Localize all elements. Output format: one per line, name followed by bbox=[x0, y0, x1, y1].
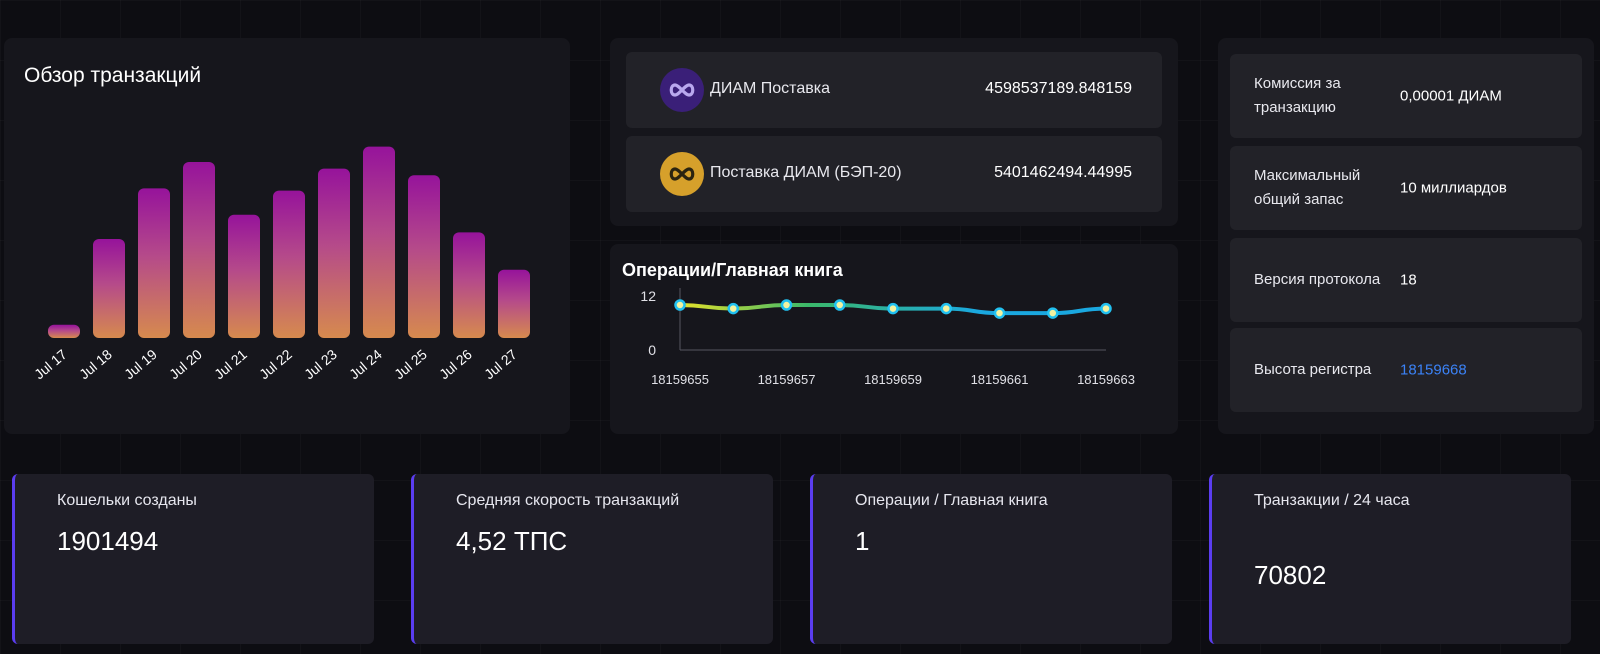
max-supply-label: Максимальный общий запас bbox=[1254, 167, 1361, 208]
bar-jul-24[interactable] bbox=[363, 146, 395, 338]
avg-tx-speed-label: Средняя скорость транзакций bbox=[456, 492, 680, 509]
stat-card-tx-24h: Транзакции / 24 часа 70802 bbox=[1209, 474, 1571, 644]
y-tick-label: 12 bbox=[640, 288, 656, 304]
bar-tick-label: Jul 19 bbox=[121, 346, 160, 382]
wallets-created-label: Кошельки созданы bbox=[57, 492, 197, 509]
tx-24h-label: Транзакции / 24 часа bbox=[1254, 492, 1410, 509]
transactions-overview-panel: Обзор транзакций Jul 17 Jul 18 Jul 19 Jul 2… bbox=[4, 38, 570, 434]
bar-jul-25[interactable] bbox=[408, 175, 440, 338]
bar-tick-label: Jul 22 bbox=[256, 346, 295, 382]
ops-per-ledger-label: Операции / Главная книга bbox=[855, 492, 1048, 509]
bar-jul-21[interactable] bbox=[228, 214, 260, 338]
max-supply-value: 10 миллиардов bbox=[1400, 179, 1507, 197]
bar-tick-label: Jul 25 bbox=[391, 346, 430, 382]
fee-label: Комиссия за транзакцию bbox=[1254, 75, 1341, 116]
wallets-created-value: 1901494 bbox=[57, 526, 159, 556]
ops-per-ledger-value: 1 bbox=[855, 526, 870, 556]
stat-card-tps: Средняя скорость транзакций 4,52 ТПС bbox=[411, 474, 773, 644]
bar-jul-18[interactable] bbox=[93, 239, 125, 338]
diam-bep20-supply-value: 5401462494.44995 bbox=[994, 164, 1132, 181]
diam-coin-icon bbox=[660, 68, 704, 112]
x-tick-label: 18159661 bbox=[971, 372, 1029, 387]
x-tick-label: 18159655 bbox=[651, 372, 709, 387]
x-tick-label: 18159657 bbox=[758, 372, 816, 387]
tx-24h-value: 70802 bbox=[1254, 560, 1327, 590]
bar-jul-17[interactable] bbox=[48, 324, 80, 338]
diam-bep20-supply-row: Поставка ДИАМ (БЭП-20) 5401462494.44995 bbox=[626, 136, 1162, 212]
ops-data-point[interactable] bbox=[834, 299, 846, 311]
ledger-height-label: Высота регистра bbox=[1254, 361, 1372, 378]
bar-jul-23[interactable] bbox=[318, 168, 350, 338]
bar-tick-label: Jul 18 bbox=[76, 346, 115, 382]
avg-tx-speed-value: 4,52 ТПС bbox=[456, 526, 568, 556]
diam-supply-row: ДИАМ Поставка 4598537189.848159 bbox=[626, 52, 1162, 128]
bar-jul-27[interactable] bbox=[498, 269, 530, 338]
stat-card-ops-ledger: Операции / Главная книга 1 bbox=[810, 474, 1172, 644]
network-info-panel: Комиссия за транзакцию 0,00001 ДИАМ Макс… bbox=[1218, 38, 1594, 434]
bar-tick-label: Jul 27 bbox=[481, 346, 520, 382]
supply-panel: ДИАМ Поставка 4598537189.848159 Поставка… bbox=[610, 38, 1178, 226]
operations-ledger-title: Операции/Главная книга bbox=[622, 260, 843, 280]
bar-jul-22[interactable] bbox=[273, 190, 305, 338]
bar-tick-label: Jul 21 bbox=[211, 346, 250, 382]
transactions-overview-title: Обзор транзакций bbox=[24, 64, 202, 87]
info-row-ledger-height: Высота регистра 18159668 bbox=[1230, 328, 1582, 412]
bar-tick-label: Jul 23 bbox=[301, 346, 340, 382]
ops-data-point[interactable] bbox=[887, 302, 899, 315]
ledger-height-link[interactable]: 18159668 bbox=[1400, 361, 1467, 379]
y-tick-label: 0 bbox=[648, 342, 656, 358]
bar-tick-label: Jul 26 bbox=[436, 346, 475, 382]
diam-supply-label: ДИАМ Поставка bbox=[710, 80, 830, 97]
diam-supply-value: 4598537189.848159 bbox=[985, 80, 1132, 97]
info-row-max-supply: Максимальный общий запас 10 миллиардов bbox=[1230, 146, 1582, 230]
infinity-icon bbox=[669, 83, 695, 97]
ops-data-point[interactable] bbox=[940, 302, 952, 315]
transactions-bar-chart: Jul 17 Jul 18 Jul 19 Jul 20 Jul 21 Jul 22 Jul … bbox=[31, 146, 530, 382]
bar-tick-label: Jul 24 bbox=[346, 346, 385, 382]
info-row-fee: Комиссия за транзакцию 0,00001 ДИАМ bbox=[1230, 54, 1582, 138]
bar-jul-20[interactable] bbox=[183, 162, 215, 338]
protocol-version-value: 18 bbox=[1400, 271, 1417, 289]
ops-data-point[interactable] bbox=[674, 299, 686, 311]
x-tick-label: 18159663 bbox=[1077, 372, 1135, 387]
operations-line-chart: 0 12 18159655 18159657 18159659 18159661 18159… bbox=[640, 288, 1135, 387]
fee-value: 0,00001 ДИАМ bbox=[1400, 87, 1502, 105]
ops-data-point[interactable] bbox=[780, 299, 793, 311]
bar-jul-26[interactable] bbox=[453, 232, 485, 338]
bar-tick-label: Jul 17 bbox=[31, 346, 70, 382]
infinity-icon bbox=[669, 167, 695, 181]
ops-data-point[interactable] bbox=[1047, 307, 1059, 319]
protocol-version-label: Версия протокола bbox=[1254, 271, 1381, 288]
bar-tick-label: Jul 20 bbox=[166, 346, 205, 382]
diam-bep20-coin-icon bbox=[660, 152, 704, 196]
operations-ledger-panel: Операции/Главная книга 0 12 18159655 181596… bbox=[610, 244, 1178, 434]
ops-data-point[interactable] bbox=[1100, 302, 1112, 315]
stat-card-wallets: Кошельки созданы 1901494 bbox=[12, 474, 374, 644]
ops-data-point[interactable] bbox=[727, 302, 739, 315]
bar-jul-19[interactable] bbox=[138, 188, 170, 338]
ops-data-point[interactable] bbox=[993, 307, 1006, 319]
info-row-protocol: Версия протокола 18 bbox=[1230, 238, 1582, 322]
diam-bep20-supply-label: Поставка ДИАМ (БЭП-20) bbox=[710, 164, 902, 181]
x-tick-label: 18159659 bbox=[864, 372, 922, 387]
